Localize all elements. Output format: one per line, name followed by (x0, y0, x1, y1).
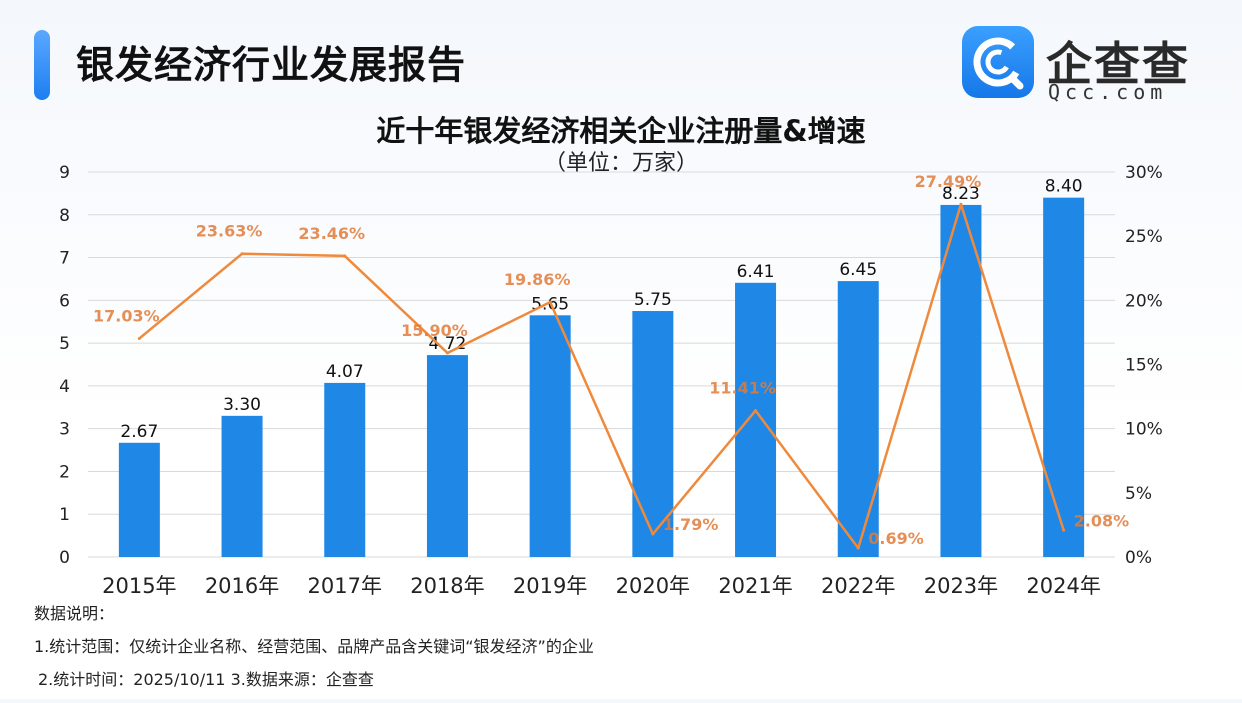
bar-value-label: 8.23 (942, 184, 980, 204)
bar (735, 282, 777, 557)
x-tick-label: 2018年 (410, 574, 484, 598)
y-right-tick-label: 5% (1125, 484, 1152, 504)
brand-name: 企查查 (1046, 37, 1190, 91)
bar-value-label: 6.45 (839, 260, 877, 280)
y-right-tick-label: 15% (1125, 356, 1163, 376)
y-right-tick-label: 25% (1125, 227, 1163, 247)
bar (837, 281, 879, 557)
growth-point (343, 254, 347, 258)
y-left-tick-label: 4 (59, 377, 70, 397)
growth-point (137, 336, 141, 340)
bar (940, 204, 982, 557)
growth-value-label: 0.69% (868, 529, 924, 548)
growth-value-label: 23.46% (298, 224, 365, 243)
y-right-tick-label: 0% (1125, 548, 1152, 568)
x-tick-label: 2024年 (1026, 574, 1100, 598)
y-left-tick-label: 8 (59, 206, 70, 226)
y-left-tick-label: 1 (59, 505, 70, 525)
bar-value-label: 4.07 (326, 362, 364, 382)
bar-value-label: 3.30 (223, 395, 261, 415)
bar-value-label: 6.41 (737, 262, 775, 282)
qcc-logo-icon (962, 26, 1034, 98)
bar-value-label: 5.75 (634, 290, 672, 310)
brand-domain: Qcc.com (1048, 80, 1168, 104)
notes-line-1: 1.统计范围：仅统计企业名称、经营范围、品牌产品含关键词“银发经济”的企业 (34, 637, 594, 656)
bar (426, 355, 468, 557)
x-tick-label: 2017年 (308, 574, 382, 598)
x-tick-label: 2015年 (102, 574, 176, 598)
bar-value-label: 2.67 (120, 422, 158, 442)
growth-value-label: 17.03% (93, 306, 160, 325)
bar (221, 415, 263, 557)
growth-point (445, 351, 449, 355)
growth-point (1062, 528, 1066, 532)
growth-value-label: 2.08% (1074, 511, 1130, 530)
x-tick-label: 2020年 (616, 574, 690, 598)
growth-value-label: 1.79% (663, 515, 719, 534)
chart-title: 近十年银发经济相关企业注册量&增速 (376, 114, 866, 148)
growth-point (959, 202, 963, 206)
growth-point (754, 409, 758, 413)
y-left-tick-label: 5 (59, 334, 70, 354)
notes-heading: 数据说明： (34, 604, 115, 623)
growth-value-label: 23.63% (196, 222, 263, 241)
growth-point (240, 252, 244, 256)
y-left-tick-label: 2 (59, 462, 70, 482)
y-left-tick-label: 6 (59, 291, 70, 311)
data-notes: 数据说明： 1.统计范围：仅统计企业名称、经营范围、品牌产品含关键词“银发经济”… (34, 604, 594, 703)
bar (118, 442, 160, 557)
y-left-tick-label: 7 (59, 249, 70, 269)
x-tick-label: 2019年 (513, 574, 587, 598)
x-tick-label: 2023年 (924, 574, 998, 598)
y-right-tick-label: 10% (1125, 420, 1163, 440)
report-title: 银发经济行业发展报告 (76, 43, 467, 87)
notes-line-2: 2.统计时间：2025/10/11 3.数据来源：企查查 (38, 670, 374, 689)
x-tick-label: 2016年 (205, 574, 279, 598)
x-tick-label: 2022年 (821, 574, 895, 598)
y-right-tick-label: 20% (1125, 291, 1163, 311)
x-tick-label: 2021年 (718, 574, 792, 598)
y-left-tick-label: 0 (59, 548, 70, 568)
growth-value-label: 11.41% (709, 379, 776, 398)
y-right-tick-label: 30% (1125, 163, 1163, 183)
brand-logo: 企查查 Qcc.com (962, 26, 1202, 104)
growth-rate-line (138, 202, 1065, 550)
growth-point (651, 532, 655, 536)
growth-point (856, 546, 860, 550)
title-accent-bar (34, 30, 50, 100)
growth-value-label: 19.86% (504, 270, 571, 289)
y-left-tick-label: 9 (59, 163, 70, 183)
bar (1043, 197, 1085, 557)
bar (324, 382, 366, 557)
growth-value-label: 27.49% (915, 172, 982, 191)
growth-point (548, 300, 552, 304)
y-left-tick-label: 3 (59, 420, 70, 440)
bar-value-label: 8.40 (1045, 177, 1083, 197)
growth-value-label: 15.90% (401, 321, 468, 340)
bar (529, 315, 571, 557)
